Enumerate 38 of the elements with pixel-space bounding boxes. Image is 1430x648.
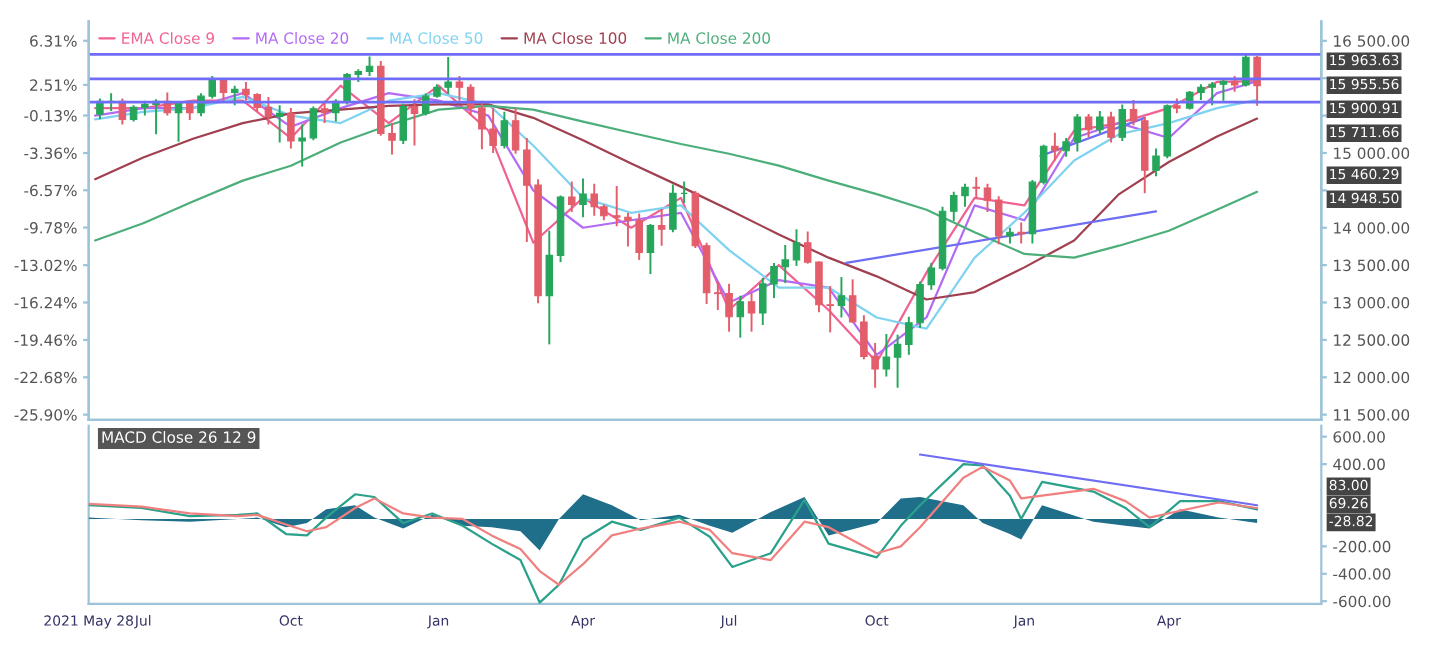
candlestick — [1107, 110, 1115, 144]
line-series — [93, 104, 1259, 259]
line-series — [93, 103, 1259, 301]
candlestick — [1219, 77, 1228, 102]
candlestick — [275, 104, 284, 144]
candlestick — [545, 229, 554, 346]
candlestick — [1084, 113, 1093, 139]
candlestick — [1118, 103, 1127, 142]
candlestick — [309, 105, 318, 142]
candlestick — [792, 228, 801, 267]
candlestick — [837, 276, 846, 319]
candlestick — [646, 223, 655, 276]
candlestick — [511, 107, 520, 155]
candlestick — [455, 75, 464, 102]
candlestick — [1129, 98, 1138, 127]
candlestick — [568, 180, 576, 214]
candlestick — [298, 123, 306, 168]
candlestick — [579, 177, 587, 219]
candlestick — [410, 98, 419, 147]
candlestick — [500, 110, 509, 150]
candlestick — [893, 333, 902, 389]
candlestick — [669, 183, 677, 234]
candlestick — [1039, 143, 1048, 186]
candlestick — [657, 208, 666, 247]
candlestick — [1253, 54, 1261, 107]
candlestick — [972, 175, 981, 200]
candlestick — [287, 107, 295, 150]
candlestick — [1051, 131, 1059, 162]
candlestick — [747, 291, 756, 333]
candlestick — [264, 95, 273, 126]
candlestick — [983, 182, 992, 214]
candlestick — [736, 294, 745, 339]
candlestick — [702, 241, 711, 305]
candlestick — [882, 332, 891, 378]
candlestick — [230, 84, 239, 107]
candlestick — [1096, 110, 1104, 135]
candlestick — [994, 195, 1003, 246]
candlestick — [399, 102, 408, 145]
